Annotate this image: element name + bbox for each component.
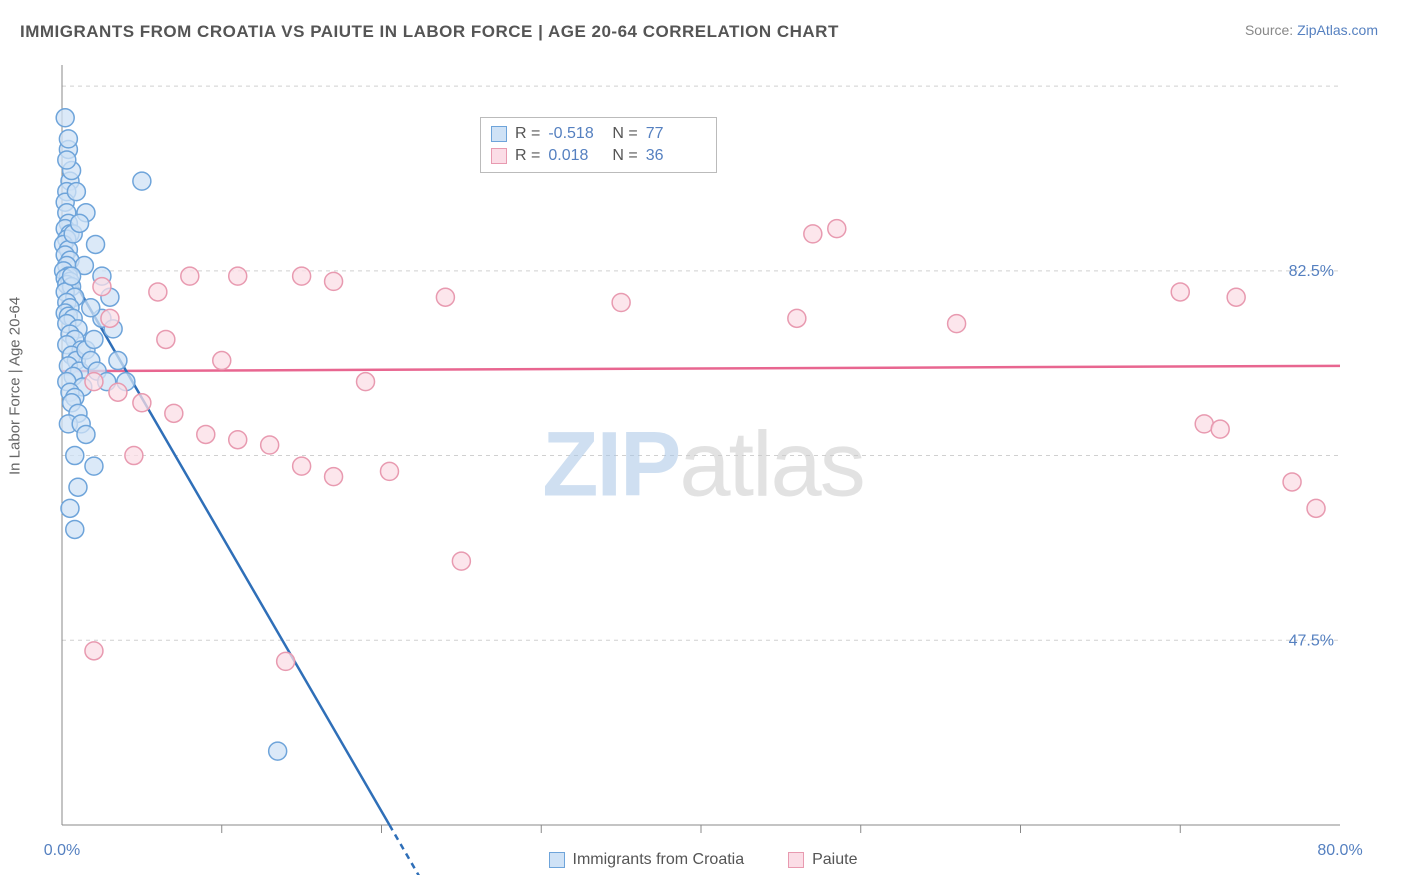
stats-row-croatia: R = -0.518 N = 77 (491, 123, 702, 145)
source-link[interactable]: ZipAtlas.com (1297, 22, 1378, 38)
n-value-croatia: 77 (646, 123, 702, 145)
svg-text:82.5%: 82.5% (1289, 263, 1334, 280)
legend-swatch-croatia (549, 852, 565, 868)
scatter-plot: 47.5%82.5%0.0%80.0% (20, 55, 1386, 875)
legend: Immigrants from Croatia Paiute (20, 851, 1386, 869)
y-axis-label: In Labor Force | Age 20-64 (7, 297, 24, 475)
swatch-paiute (491, 148, 507, 164)
legend-label-croatia: Immigrants from Croatia (573, 851, 745, 869)
r-label: R = (515, 123, 540, 145)
legend-item-paiute: Paiute (788, 851, 857, 869)
chart-title: IMMIGRANTS FROM CROATIA VS PAIUTE IN LAB… (20, 22, 839, 42)
source-prefix: Source: (1245, 22, 1297, 38)
n-label: N = (612, 123, 637, 145)
legend-label-paiute: Paiute (812, 851, 857, 869)
chart-container: In Labor Force | Age 20-64 47.5%82.5%0.0… (20, 55, 1386, 875)
svg-text:47.5%: 47.5% (1289, 632, 1334, 649)
legend-item-croatia: Immigrants from Croatia (549, 851, 745, 869)
legend-swatch-paiute (788, 852, 804, 868)
n-label: N = (612, 145, 637, 167)
stats-row-paiute: R = 0.018 N = 36 (491, 145, 702, 167)
swatch-croatia (491, 126, 507, 142)
r-value-paiute: 0.018 (548, 145, 604, 167)
n-value-paiute: 36 (646, 145, 702, 167)
correlation-stats-box: R = -0.518 N = 77 R = 0.018 N = 36 (480, 117, 717, 173)
r-value-croatia: -0.518 (548, 123, 604, 145)
source-attribution: Source: ZipAtlas.com (1245, 22, 1378, 38)
r-label: R = (515, 145, 540, 167)
